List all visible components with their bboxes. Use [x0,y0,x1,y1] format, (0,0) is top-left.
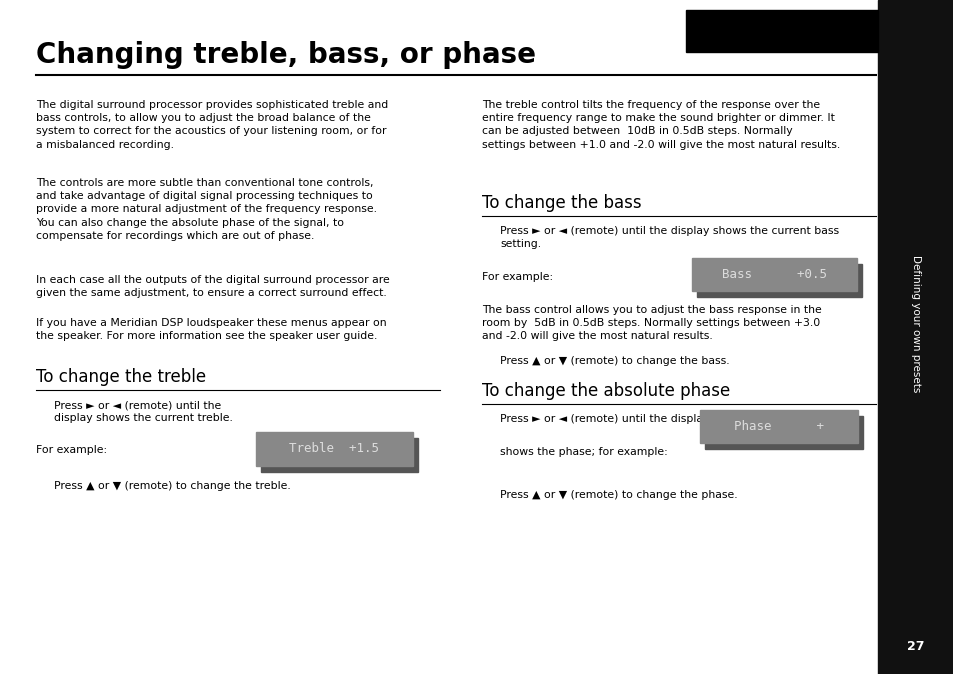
Text: To change the absolute phase: To change the absolute phase [481,382,729,400]
Text: Press ► or ◄ (remote) until the display: Press ► or ◄ (remote) until the display [499,414,709,424]
Text: If you have a Meridian DSP loudspeaker these menus appear on
the speaker. For mo: If you have a Meridian DSP loudspeaker t… [36,318,386,341]
Text: For example:: For example: [481,272,553,282]
Text: Press ▲ or ▼ (remote) to change the phase.: Press ▲ or ▼ (remote) to change the phas… [499,490,737,500]
Text: Treble  +1.5: Treble +1.5 [289,443,379,456]
Text: For example:: For example: [36,445,107,455]
Text: Press ▲ or ▼ (remote) to change the treble.: Press ▲ or ▼ (remote) to change the treb… [54,481,291,491]
Text: To change the treble: To change the treble [36,368,206,386]
Text: shows the phase; for example:: shows the phase; for example: [499,447,667,457]
Bar [255,432,413,466]
Bar [700,410,857,443]
Text: Defining your own presets: Defining your own presets [910,255,920,392]
Text: Press ► or ◄ (remote) until the display shows the current bass
setting.: Press ► or ◄ (remote) until the display … [499,226,839,249]
Bar [704,416,862,449]
Text: The controls are more subtle than conventional tone controls,
and take advantage: The controls are more subtle than conven… [36,178,376,241]
Bar [877,0,953,674]
Bar [261,438,417,472]
Bar [685,10,877,52]
Bar [697,264,862,297]
Bar [691,258,856,291]
Text: The bass control allows you to adjust the bass response in the
room by  5dB in 0: The bass control allows you to adjust th… [481,305,821,342]
Text: To change the bass: To change the bass [481,194,641,212]
Text: In each case all the outputs of the digital surround processor are
given the sam: In each case all the outputs of the digi… [36,275,390,298]
Text: The digital surround processor provides sophisticated treble and
bass controls, : The digital surround processor provides … [36,100,388,150]
Text: 27: 27 [906,640,923,652]
Text: Press ► or ◄ (remote) until the
display shows the current treble.: Press ► or ◄ (remote) until the display … [54,400,233,423]
Text: Press ▲ or ▼ (remote) to change the bass.: Press ▲ or ▼ (remote) to change the bass… [499,356,729,366]
Text: The treble control tilts the frequency of the response over the
entire frequency: The treble control tilts the frequency o… [481,100,840,150]
Text: Changing treble, bass, or phase: Changing treble, bass, or phase [36,41,536,69]
Text: Bass      +0.5: Bass +0.5 [721,268,826,281]
Text: Phase      +: Phase + [733,420,823,433]
